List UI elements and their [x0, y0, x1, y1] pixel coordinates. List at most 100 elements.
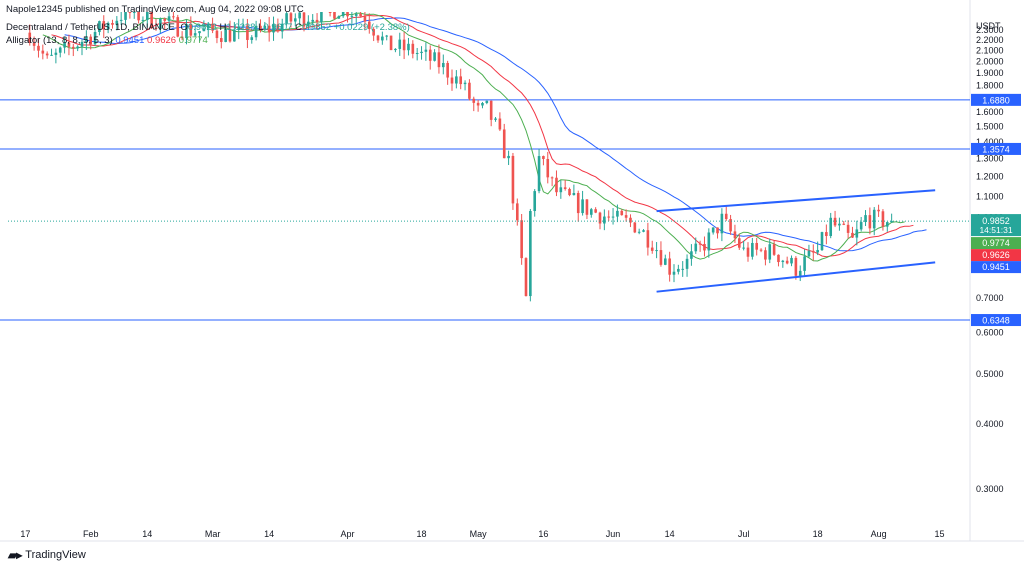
candle-body[interactable] [315, 19, 319, 23]
candle-body[interactable] [198, 31, 201, 34]
candle-body[interactable] [816, 250, 819, 253]
candle-body[interactable] [89, 36, 93, 45]
candle-body[interactable] [729, 219, 732, 232]
channel-upper-line[interactable] [656, 189, 936, 213]
candle-body[interactable] [559, 187, 563, 193]
candle-body[interactable] [724, 213, 728, 220]
candle-body[interactable] [54, 52, 58, 55]
candle-body[interactable] [733, 231, 737, 239]
candle-body[interactable] [119, 19, 123, 21]
candle-body[interactable] [529, 210, 532, 297]
candle-body[interactable] [855, 229, 859, 238]
candle-body[interactable] [459, 76, 463, 85]
candle-body[interactable] [742, 247, 745, 249]
candle-body[interactable] [825, 232, 828, 237]
candle-body[interactable] [524, 258, 528, 297]
candle-body[interactable] [859, 222, 863, 230]
candle-body[interactable] [768, 244, 772, 260]
candle-body[interactable] [663, 258, 667, 265]
candle-body[interactable] [267, 25, 271, 33]
candle-body[interactable] [93, 32, 97, 45]
candle-body[interactable] [98, 21, 101, 33]
candle-body[interactable] [681, 268, 685, 270]
candle-body[interactable] [376, 35, 380, 41]
candle-body[interactable] [215, 30, 219, 39]
candle-body[interactable] [502, 129, 506, 159]
candle-body[interactable] [437, 52, 441, 68]
candle-body[interactable] [455, 76, 458, 84]
candle-body[interactable] [481, 103, 484, 106]
candle-body[interactable] [441, 62, 445, 68]
candle-body[interactable] [572, 192, 576, 196]
candle-body[interactable] [237, 26, 241, 30]
candle-body[interactable] [838, 223, 841, 226]
candle-body[interactable] [328, 12, 332, 13]
candle-body[interactable] [759, 249, 763, 251]
candle-body[interactable] [468, 82, 471, 99]
candle-body[interactable] [159, 18, 162, 29]
candle-body[interactable] [842, 223, 846, 225]
candle-body[interactable] [533, 191, 537, 211]
candle-body[interactable] [111, 23, 114, 25]
candle-body[interactable] [672, 271, 676, 275]
candle-body[interactable] [102, 21, 106, 30]
candle-body[interactable] [250, 37, 254, 40]
candle-body[interactable] [781, 260, 785, 263]
candle-body[interactable] [85, 36, 88, 42]
candle-body[interactable] [241, 25, 245, 27]
candle-body[interactable] [137, 12, 140, 21]
candle-body[interactable] [885, 222, 889, 227]
candle-body[interactable] [289, 13, 293, 22]
candle-body[interactable] [877, 209, 880, 212]
candle-body[interactable] [424, 49, 428, 52]
candle-body[interactable] [402, 39, 406, 51]
candle-body[interactable] [881, 211, 885, 227]
candle-body[interactable] [637, 231, 641, 233]
candle-body[interactable] [32, 43, 36, 46]
candle-body[interactable] [890, 221, 893, 223]
candle-body[interactable] [272, 24, 275, 33]
candle-body[interactable] [485, 100, 489, 104]
candle-body[interactable] [320, 12, 323, 23]
candle-body[interactable] [41, 50, 45, 54]
candle-body[interactable] [668, 258, 671, 275]
candle-body[interactable] [311, 19, 315, 22]
candle-body[interactable] [507, 155, 510, 159]
candle-body[interactable] [276, 24, 280, 32]
candle-body[interactable] [833, 217, 837, 226]
candle-body[interactable] [341, 12, 345, 17]
candle-body[interactable] [489, 100, 493, 120]
candle-body[interactable] [520, 220, 523, 259]
candle-body[interactable] [846, 224, 850, 233]
alligator-label[interactable]: Alligator (13, 8, 8, 5, 5, 3) [6, 35, 113, 46]
candle-body[interactable] [629, 217, 632, 223]
candle-body[interactable] [106, 23, 110, 30]
candle-body[interactable] [585, 199, 589, 215]
candle-body[interactable] [511, 155, 515, 204]
candle-body[interactable] [633, 222, 637, 233]
candle-body[interactable] [872, 209, 876, 229]
candle-body[interactable] [167, 16, 171, 21]
candle-body[interactable] [463, 82, 467, 85]
candle-body[interactable] [737, 238, 741, 248]
candle-body[interactable] [611, 216, 615, 218]
candle-body[interactable] [211, 23, 214, 31]
candle-body[interactable] [777, 254, 780, 263]
candle-body[interactable] [851, 232, 854, 238]
candle-body[interactable] [607, 216, 611, 218]
candle-body[interactable] [389, 35, 393, 51]
candle-body[interactable] [415, 53, 419, 55]
candle-body[interactable] [694, 243, 698, 252]
candle-body[interactable] [594, 209, 597, 213]
candle-body[interactable] [163, 18, 167, 21]
candle-body[interactable] [407, 43, 410, 51]
candle-body[interactable] [206, 23, 210, 29]
candle-body[interactable] [764, 250, 767, 260]
candle-body[interactable] [154, 27, 158, 29]
candle-body[interactable] [263, 25, 267, 30]
candle-body[interactable] [820, 232, 824, 251]
candle-body[interactable] [772, 244, 776, 255]
candle-body[interactable] [755, 242, 759, 250]
candle-body[interactable] [67, 42, 71, 47]
